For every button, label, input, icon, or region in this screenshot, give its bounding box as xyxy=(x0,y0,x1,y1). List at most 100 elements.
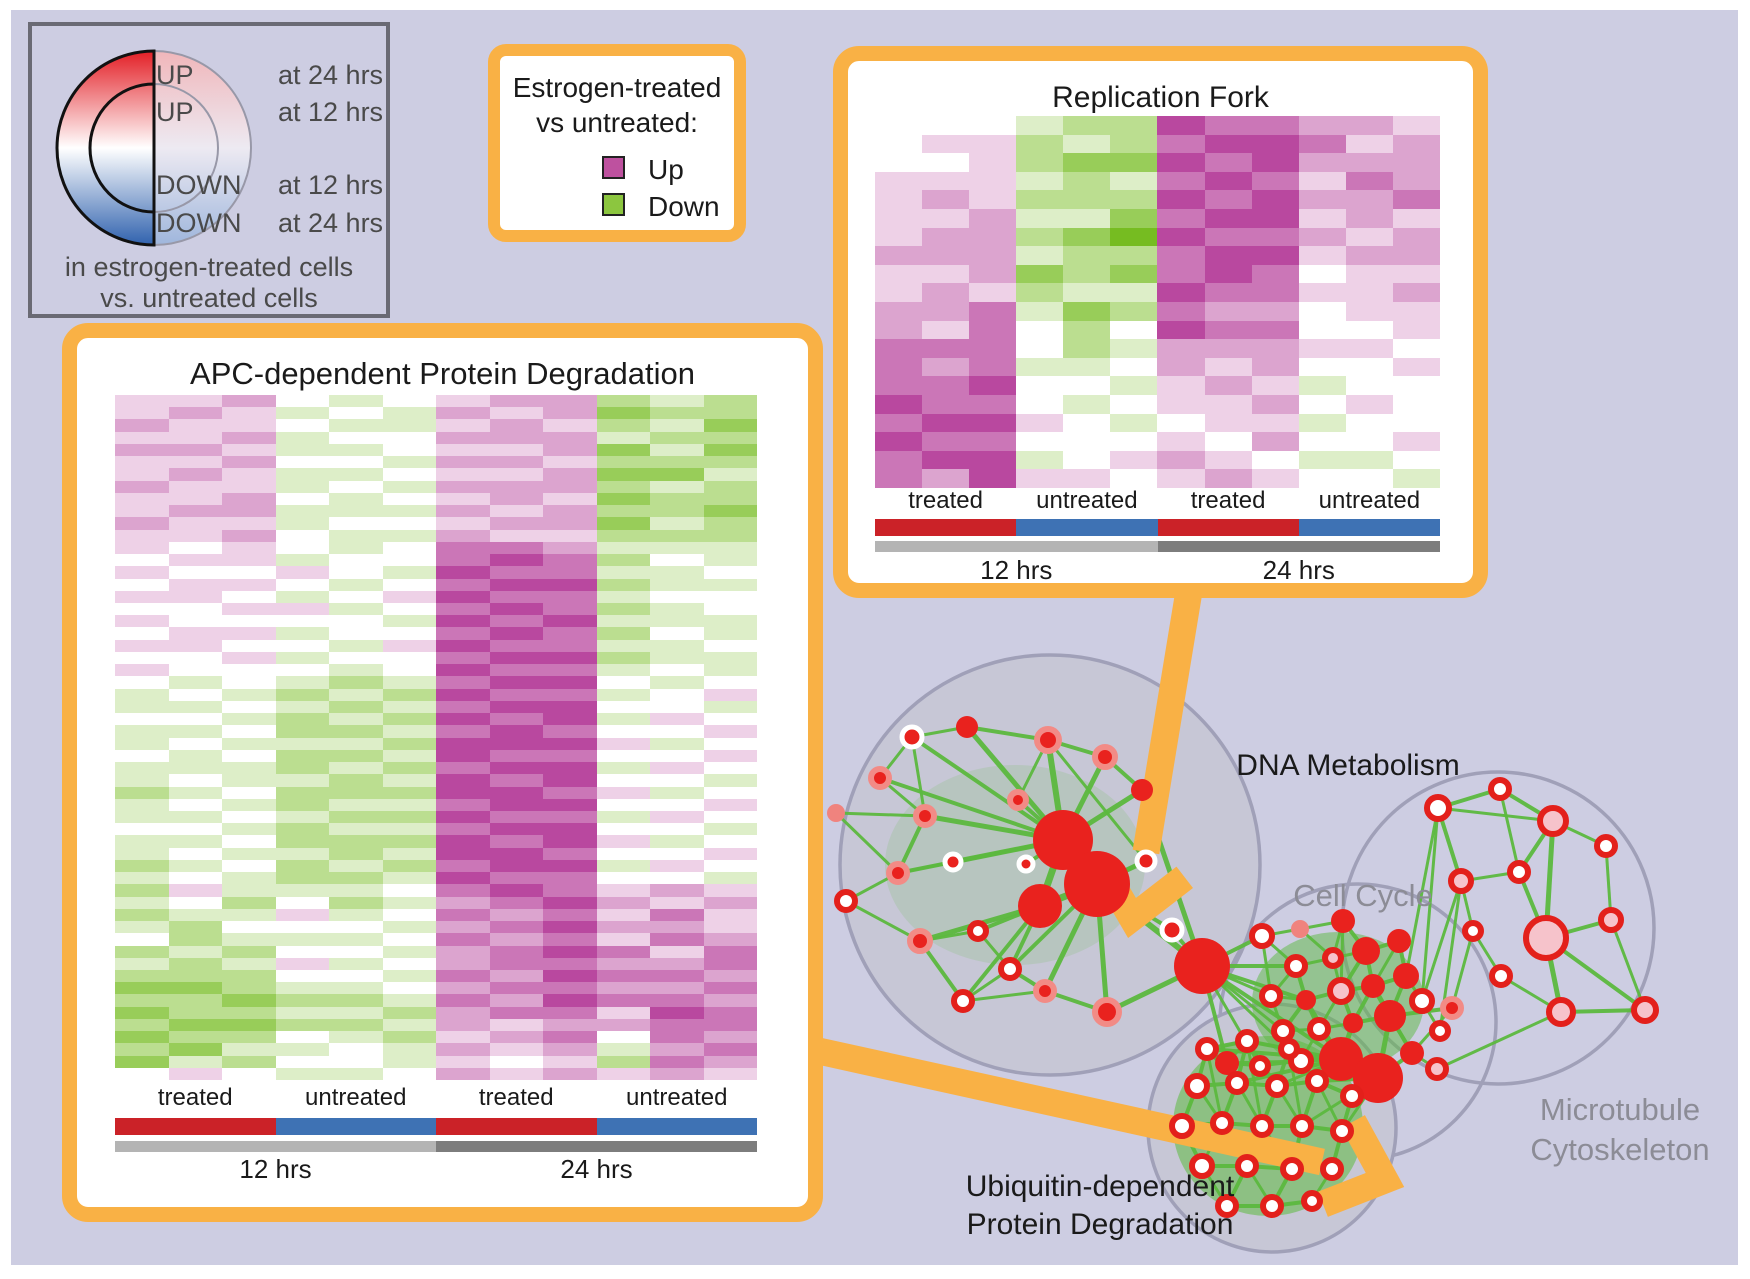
heatmap-row xyxy=(115,651,757,665)
heatmap-cell xyxy=(329,651,383,665)
heatmap-cell xyxy=(329,847,383,860)
heatmap-cell xyxy=(1298,134,1346,154)
heatmap-cell xyxy=(168,786,222,799)
network-edge xyxy=(1609,919,1647,1011)
heatmap-cell xyxy=(329,970,383,983)
network-node xyxy=(1033,810,1093,870)
heatmap-cell xyxy=(329,762,383,775)
heatmap-cell xyxy=(168,443,222,457)
heatmap-cell xyxy=(222,1018,276,1032)
heatmap-cell xyxy=(543,664,597,677)
heatmap-cell xyxy=(329,688,383,701)
arrow-shaft xyxy=(802,1034,1325,1176)
heatmap-cell xyxy=(489,700,543,714)
heatmap-cell xyxy=(382,431,436,444)
network-node xyxy=(942,851,964,873)
heatmap-cell xyxy=(329,456,383,469)
heatmap-cell xyxy=(382,529,436,542)
heatmap-cell xyxy=(222,1031,276,1044)
network-node xyxy=(1018,884,1062,928)
heatmap-cell xyxy=(1345,320,1393,340)
heatmap-cell xyxy=(115,480,169,493)
heatmap-cell xyxy=(1063,320,1111,340)
heatmap-cell xyxy=(436,431,490,444)
heatmap-cell xyxy=(222,847,276,860)
heatmap-cell xyxy=(168,994,222,1007)
heatmap-cell xyxy=(382,737,436,750)
heatmap-cell xyxy=(168,713,222,726)
network-node xyxy=(1225,1071,1249,1095)
network-node xyxy=(834,889,858,913)
heatmap-cell xyxy=(168,480,222,493)
heatmap-cell xyxy=(222,419,276,432)
heatmap-cell xyxy=(1157,301,1205,321)
heatmap-cell xyxy=(382,786,436,799)
heatmap-cell xyxy=(1345,450,1393,470)
heatmap-cell xyxy=(222,921,276,934)
heatmap-cell xyxy=(1392,264,1440,284)
heatmap-cell xyxy=(115,859,169,873)
heatmap-cell xyxy=(489,541,543,555)
heatmap-cell xyxy=(222,431,276,444)
heatmap-cell xyxy=(436,823,490,836)
heatmap-row xyxy=(115,725,757,738)
network-node xyxy=(1215,1194,1239,1218)
heatmap-cell xyxy=(329,982,383,995)
heatmap-cell xyxy=(382,1031,436,1044)
heatmap-cell xyxy=(922,116,970,135)
heatmap-cell xyxy=(115,590,169,603)
heatmap-cell xyxy=(489,554,543,567)
heatmap-cell xyxy=(222,896,276,909)
heatmap-cell xyxy=(543,578,597,591)
heatmap-cell xyxy=(596,921,650,934)
heatmap-cell xyxy=(703,896,757,909)
heatmap-cell xyxy=(222,786,276,799)
network-node xyxy=(827,804,845,822)
heatmap-row xyxy=(875,208,1440,228)
heatmap-row xyxy=(875,190,1440,209)
heatmap-row xyxy=(875,339,1440,358)
heatmap-cell xyxy=(382,810,436,824)
heatmap-cell xyxy=(1157,469,1205,488)
heatmap-cell xyxy=(222,737,276,750)
heatmap-cell xyxy=(1345,264,1393,284)
heatmap-cell xyxy=(275,823,329,836)
heatmap-cell xyxy=(596,419,650,432)
heatmap-cell xyxy=(436,688,490,701)
heatmap-cell xyxy=(222,529,276,542)
heatmap-cell xyxy=(329,945,383,958)
heatmap-cell xyxy=(436,639,490,652)
heatmap-cell xyxy=(1016,357,1064,377)
heatmap-cell xyxy=(168,933,222,946)
heatmap-cell xyxy=(543,1018,597,1032)
heatmap-cell xyxy=(596,737,650,750)
heatmap-cell xyxy=(115,749,169,763)
heatmap-cell xyxy=(1298,283,1346,302)
heatmap-cell xyxy=(1110,227,1158,247)
heatmap-cell xyxy=(1063,357,1111,377)
heatmap-cell xyxy=(329,578,383,591)
heatmap-cell xyxy=(1063,376,1111,395)
heatmap-cell xyxy=(922,450,970,470)
heatmap-cell xyxy=(436,810,490,824)
heatmap-cell xyxy=(1345,357,1393,377)
up-color-swatch xyxy=(602,156,625,179)
heatmap-cell xyxy=(275,468,329,481)
heatmap-cell xyxy=(1063,413,1111,433)
heatmap-cell xyxy=(543,431,597,444)
heatmap-cell xyxy=(875,450,923,470)
heatmap-cell xyxy=(543,1055,597,1068)
heatmap-cell xyxy=(489,749,543,763)
heatmap-cell xyxy=(489,602,543,616)
heatmap-cell xyxy=(222,1067,276,1081)
heatmap-cell xyxy=(1063,190,1111,209)
heatmap-cell xyxy=(1016,264,1064,284)
heatmap-cell xyxy=(703,651,757,665)
time-label-24hrs: 24 hrs xyxy=(560,1154,633,1184)
heatmap-cell xyxy=(436,578,490,591)
heatmap-cell xyxy=(650,1031,704,1044)
heatmap-row xyxy=(115,602,757,616)
heatmap-cell xyxy=(436,664,490,677)
heatmap-cell xyxy=(596,982,650,995)
heatmap-cell xyxy=(168,419,222,432)
